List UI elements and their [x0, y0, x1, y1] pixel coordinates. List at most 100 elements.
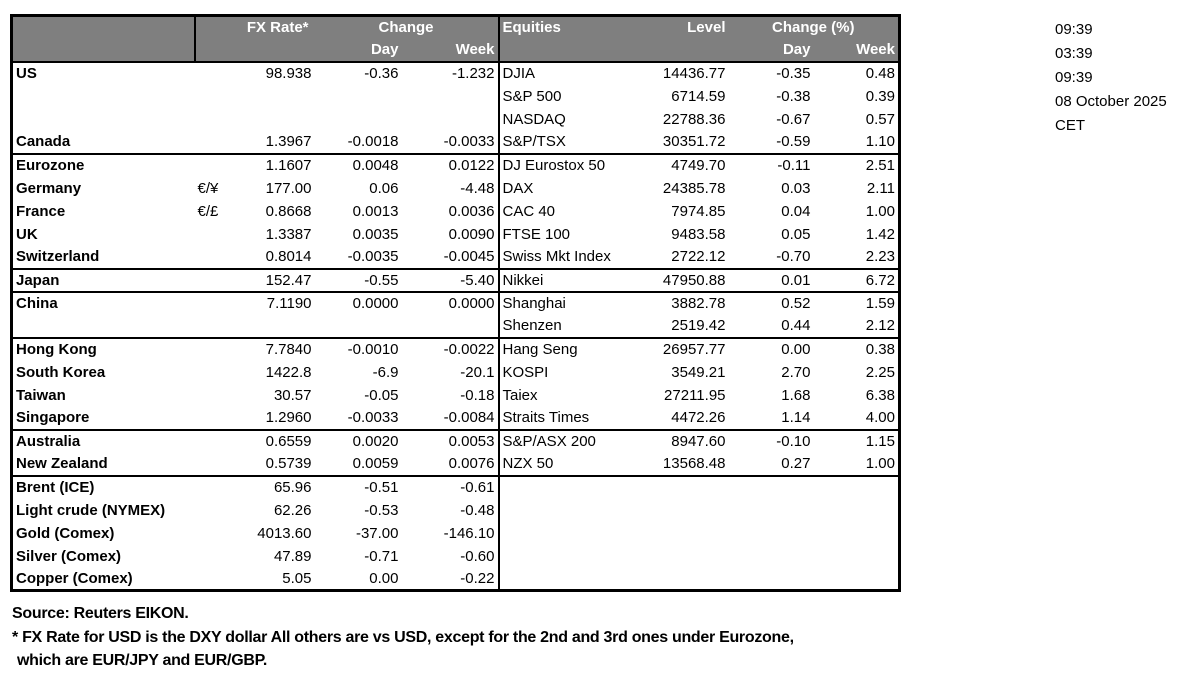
- fx-name-cell: Silver (Comex): [16, 547, 122, 565]
- fx-pair-cell: [194, 245, 229, 270]
- table-header: FX Rate* Change Equities Level Change (%…: [11, 15, 900, 63]
- equity-week-change-cell: 0.38: [865, 341, 895, 358]
- equity-level-cell: [654, 476, 729, 499]
- equity-level-cell: 13568.48: [653, 452, 729, 477]
- equity-level-cell: 4472.26: [653, 406, 729, 431]
- timestamp-line: 09:39: [1055, 69, 1093, 86]
- table-row: Brent (ICE) 65.96 -0.51 -0.61: [12, 475, 900, 499]
- equity-level-cell: 2722.12: [653, 245, 729, 270]
- fx-week-change-cell: -0.48: [401, 498, 500, 522]
- table-row: US 98.938 -0.36 -1.232 DJIA 14436.77 -0.35 0.48: [12, 61, 900, 85]
- fx-week-change-cell: 0.0122: [401, 153, 500, 177]
- equity-level-cell: 2519.42: [653, 314, 729, 339]
- table-row: Canada 1.3967 -0.0018 -0.0033 S&P/TSX 30351.7…: [11, 130, 900, 155]
- fx-pair-cell: €/£: [197, 202, 219, 220]
- equity-day-change-cell: -0.10: [776, 433, 811, 450]
- timestamp-line: 03:39: [1055, 45, 1093, 62]
- header-level: Level: [653, 15, 729, 39]
- header-change-pct: Change (%): [728, 15, 900, 39]
- fx-rate-cell: 0.8668: [265, 202, 312, 220]
- fx-week-change-cell: 0.0000: [401, 291, 500, 315]
- fx-pair-cell: [195, 476, 229, 499]
- equity-day-change-cell: 0.01: [728, 268, 814, 293]
- fx-week-change-cell: 0.0076: [401, 452, 500, 477]
- fx-day-change-cell: 0.00: [369, 569, 399, 587]
- equity-level-cell: [654, 545, 729, 568]
- table-row: Japan 152.47 -0.55 -5.40 Nikkei 47950.88 0.01 6…: [11, 268, 900, 293]
- equity-level-cell: 14436.77: [662, 65, 726, 82]
- fx-week-change-cell: -0.0084: [401, 406, 500, 431]
- equity-week-change-cell: 0.48: [865, 65, 895, 82]
- equity-name-cell: Hang Seng: [502, 341, 578, 358]
- fx-name-cell: Copper (Comex): [16, 569, 133, 587]
- fx-week-change-cell: -0.0045: [401, 245, 500, 270]
- fx-rate-cell: 65.96: [273, 479, 312, 496]
- fx-rate-cell: 0.8014: [228, 245, 315, 270]
- fx-rate-cell: [229, 85, 315, 108]
- table-row: Germany €/¥ 177.00 0.06 -4.48 DAX 24385.78 0.03…: [12, 176, 900, 200]
- equity-name-cell: KOSPI: [502, 363, 549, 381]
- equity-week-change-cell: 6.72: [813, 268, 900, 293]
- fx-pair-cell: [195, 85, 229, 108]
- fx-rate-cell: 7.1190: [266, 295, 312, 312]
- equity-level-cell: 24385.78: [662, 179, 726, 197]
- equity-day-change-cell: -0.67: [776, 110, 811, 128]
- equity-day-change-cell: 1.14: [728, 406, 814, 431]
- fx-day-change-cell: [314, 314, 402, 339]
- fx-name-cell: Canada: [11, 130, 195, 155]
- footnote-line-2: which are EUR/JPY and EUR/GBP.: [17, 652, 268, 669]
- fx-rate-cell: 152.47: [228, 268, 315, 293]
- fx-rate-cell: 0.6559: [265, 433, 312, 450]
- header-row-2: Day Week Day Week: [11, 38, 900, 63]
- header-blank-cell: [653, 38, 729, 63]
- fx-week-change-cell: -0.60: [401, 544, 500, 568]
- equity-week-change-cell: [814, 476, 900, 499]
- equity-day-change-cell: 1.68: [781, 386, 811, 404]
- fx-day-change-cell: -0.51: [364, 479, 399, 496]
- table-row: S&P 500 6714.59 -0.38 0.39: [12, 84, 900, 108]
- fx-rate-cell: 177.00: [265, 179, 312, 197]
- fx-rate-cell: 30.57: [273, 386, 312, 404]
- timestamp-block: 09:39 03:39 09:39 08 October 2025 CET: [1055, 18, 1167, 138]
- fx-pair-cell: [195, 108, 229, 131]
- fx-name-cell: Light crude (NYMEX): [16, 501, 166, 519]
- fx-day-change-cell: 0.0048: [352, 157, 399, 174]
- fx-day-change-cell: -0.53: [364, 501, 399, 519]
- equity-day-change-cell: -0.59: [728, 130, 814, 155]
- equity-level-cell: 7974.85: [671, 202, 726, 220]
- fx-day-change-cell: -0.0035: [314, 245, 402, 270]
- fx-name-cell: Gold (Comex): [16, 524, 115, 542]
- timezone-line: CET: [1055, 117, 1085, 134]
- equity-day-change-cell: -0.35: [776, 65, 811, 82]
- footnote-line-1: * FX Rate for USD is the DXY dollar All …: [12, 628, 794, 646]
- equity-name-cell: Shenzen: [498, 314, 654, 339]
- fx-day-change-cell: -6.9: [372, 363, 399, 381]
- fx-name-cell: Germany: [16, 179, 82, 197]
- equity-day-change-cell: 0.04: [781, 202, 811, 220]
- header-eq-week: Week: [813, 38, 900, 63]
- fx-rate-cell: 1.3967: [228, 130, 315, 155]
- fx-week-change-cell: -0.22: [401, 567, 500, 591]
- fx-pair-cell: [194, 406, 229, 431]
- fx-rate-cell: 1.2960: [228, 406, 315, 431]
- table-row: Silver (Comex) 47.89 -0.71 -0.60: [12, 544, 900, 568]
- fx-name-cell: [12, 85, 195, 108]
- equity-week-change-cell: 1.00: [813, 452, 900, 477]
- table-row: Australia 0.6559 0.0020 0.0053 S&P/ASX 200 89…: [12, 429, 900, 453]
- equity-name-cell: DAX: [502, 179, 534, 197]
- table-row: Singapore 1.2960 -0.0033 -0.0084 Straits Tim…: [11, 406, 900, 431]
- table-row: New Zealand 0.5739 0.0059 0.0076 NZX 50 13568…: [11, 452, 900, 477]
- equity-name-cell: Shanghai: [502, 295, 566, 312]
- equity-name-cell: [499, 499, 654, 522]
- equity-name-cell: Nikkei: [498, 268, 654, 293]
- equity-name-cell: Swiss Mkt Index: [498, 245, 654, 270]
- equity-name-cell: Straits Times: [498, 406, 654, 431]
- fx-week-change-cell: -0.0033: [401, 130, 500, 155]
- fx-day-change-cell: -0.55: [314, 268, 402, 293]
- fx-rate-cell: 1.3387: [265, 225, 312, 243]
- equity-name-cell: [499, 476, 654, 499]
- fx-day-change-cell: 0.0059: [314, 452, 402, 477]
- equity-week-change-cell: 1.59: [865, 295, 895, 312]
- fx-pair-cell: [195, 430, 229, 453]
- fx-name-cell: [12, 108, 195, 131]
